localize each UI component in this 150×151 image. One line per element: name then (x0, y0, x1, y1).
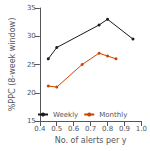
svg-text:0.8: 0.8 (102, 125, 113, 133)
svg-text:Monthly: Monthly (99, 111, 127, 119)
svg-text:0.7: 0.7 (85, 125, 96, 133)
svg-text:1.0: 1.0 (136, 125, 147, 133)
svg-text:0.9: 0.9 (119, 125, 130, 133)
svg-text:25: 25 (27, 61, 36, 69)
svg-text:No. of alerts per y: No. of alerts per y (55, 136, 127, 145)
svg-text:15: 15 (26, 117, 36, 125)
svg-text:0.5: 0.5 (51, 125, 62, 133)
svg-text:Weekly: Weekly (53, 111, 78, 119)
svg-text:30: 30 (27, 32, 36, 40)
svg-text:0.6: 0.6 (68, 125, 80, 133)
svg-text:0.4: 0.4 (34, 125, 46, 133)
svg-text:20: 20 (27, 89, 36, 97)
svg-text:35: 35 (27, 4, 36, 12)
svg-text:%PPC (8-week window): %PPC (8-week window) (8, 18, 17, 112)
